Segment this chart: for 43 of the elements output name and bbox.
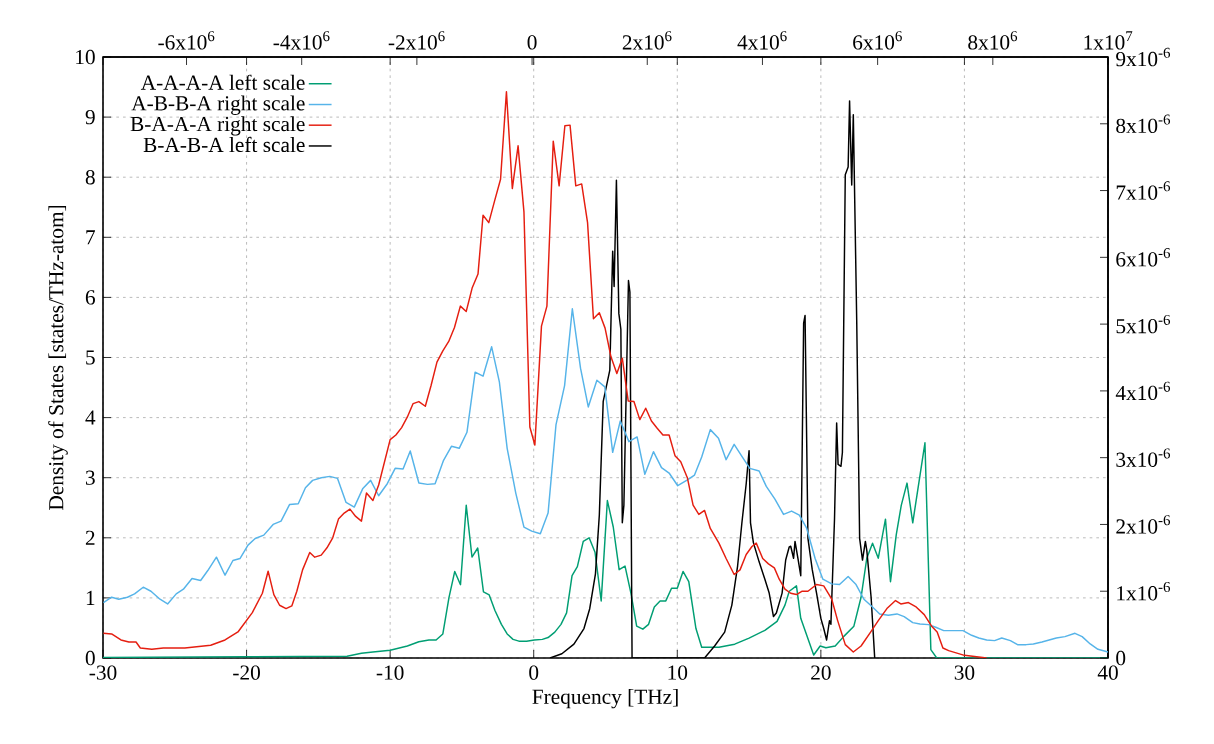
x-tick-label: 30 bbox=[954, 665, 975, 680]
y2-tick-label: 5x10$^{-6}$ bbox=[1116, 314, 1171, 334]
x2-tick-label: -2x10$^{6}$ bbox=[388, 31, 445, 50]
x2-tick-label: 8x10$^{6}$ bbox=[968, 31, 1018, 50]
y2-tick-label: 3x10$^{-6}$ bbox=[1116, 448, 1171, 467]
x2-tick-label: -6x10$^{6}$ bbox=[158, 31, 215, 50]
y2-tick-label: 1x10$^{-6}$ bbox=[1117, 581, 1171, 601]
x-tick-label: 0 bbox=[529, 665, 539, 680]
y-tick-label: 2 bbox=[85, 530, 95, 545]
x-tick-label: 40 bbox=[1097, 665, 1118, 680]
x2-tick-label: 4x10$^{6}$ bbox=[737, 31, 787, 50]
y-tick-label: 7 bbox=[86, 230, 96, 245]
x-axis-title: Frequency [THz] bbox=[532, 688, 678, 709]
y2-tick-label: 8x10$^{-6}$ bbox=[1116, 114, 1171, 134]
x-tick-label: 10 bbox=[668, 665, 688, 680]
legend-label: A-A-A-A left scale bbox=[140, 74, 305, 90]
y-tick-label: 5 bbox=[86, 350, 95, 365]
y-axis-title: Density of States [states/THz-atom] bbox=[48, 205, 68, 511]
legend-label: B-A-A-A right scale bbox=[130, 116, 305, 136]
y-tick-label: 6 bbox=[85, 290, 95, 305]
y-tick-label: 10 bbox=[76, 49, 95, 65]
x2-tick-label: 2x10$^{6}$ bbox=[622, 31, 672, 50]
legend-label: B-A-B-A left scale bbox=[143, 136, 305, 153]
x-tick-label: -30 bbox=[89, 665, 117, 680]
line-series bbox=[103, 90, 988, 658]
y2-tick-label: 7x10$^{-6}$ bbox=[1116, 181, 1171, 200]
legend-label: A-B-B-A right scale bbox=[131, 95, 305, 115]
y-tick-label: 1 bbox=[86, 590, 95, 605]
y-tick-label: 9 bbox=[85, 109, 95, 125]
x2-tick-label: 0 bbox=[527, 35, 537, 50]
x-tick-label: -10 bbox=[376, 665, 404, 680]
x-tick-label: 20 bbox=[811, 665, 831, 680]
y2-tick-label: 4x10$^{-6}$ bbox=[1115, 381, 1171, 401]
x2-tick-label: 6x10$^{6}$ bbox=[853, 31, 902, 50]
y2-tick-label: 0 bbox=[1116, 650, 1126, 666]
y-tick-label: 3 bbox=[85, 470, 95, 485]
y-tick-label: 0 bbox=[85, 650, 95, 666]
y2-tick-label: 2x10$^{-6}$ bbox=[1116, 515, 1171, 534]
y-tick-label: 8 bbox=[85, 170, 95, 185]
x-tick-label: -20 bbox=[233, 665, 260, 680]
x2-tick-label: -4x10$^{6}$ bbox=[273, 31, 330, 50]
y-tick-label: 4 bbox=[85, 410, 96, 425]
y2-tick-label: 6x10$^{-6}$ bbox=[1116, 248, 1171, 267]
